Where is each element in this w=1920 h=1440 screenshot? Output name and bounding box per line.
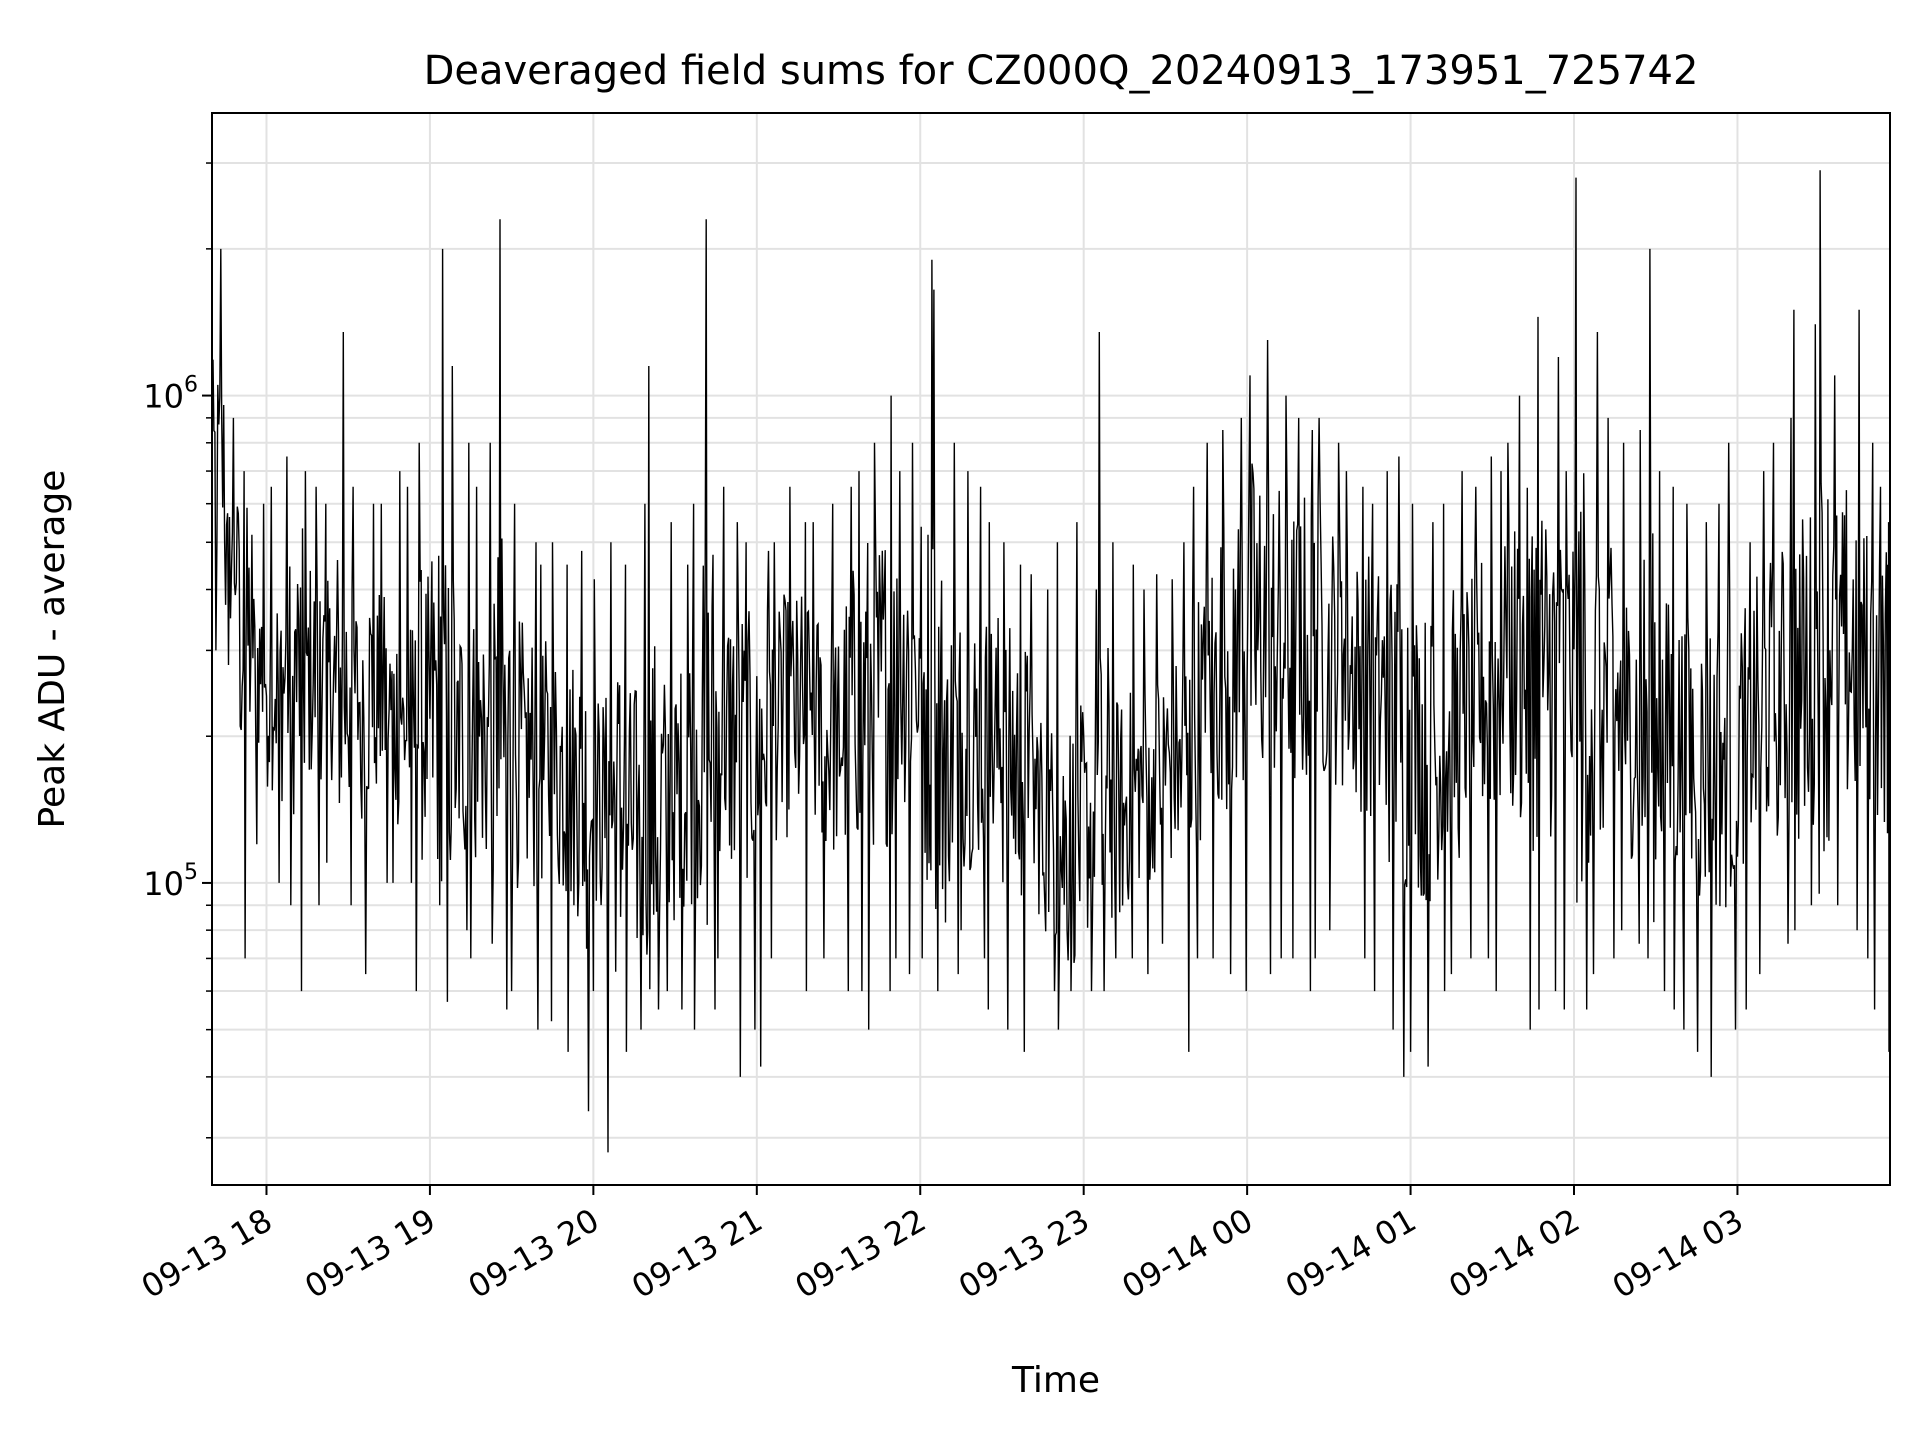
chart-title: Deaveraged field sums for CZ000Q_2024091…: [424, 48, 1699, 94]
x-axis-label: Time: [1011, 1360, 1100, 1401]
y-axis-label: Peak ADU - average: [32, 470, 73, 829]
y-tick-label: 106: [143, 373, 198, 416]
series-trace: [211, 170, 1891, 1153]
plot-frame: [211, 112, 1891, 1186]
series-line: [211, 170, 1891, 1153]
y-tick-label: 105: [143, 860, 198, 903]
y-axis: 105 106: [143, 162, 212, 1139]
grid: [212, 113, 1890, 1185]
